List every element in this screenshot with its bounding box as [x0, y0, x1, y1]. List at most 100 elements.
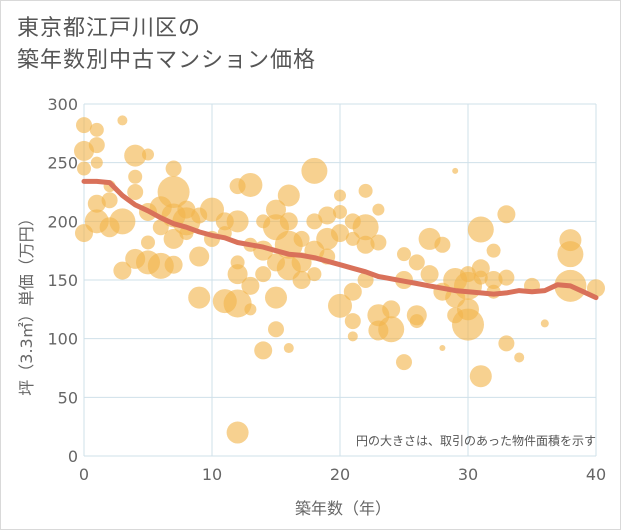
data-bubble: [540, 319, 549, 328]
data-bubble: [357, 272, 374, 288]
x-tick-label: 40: [586, 465, 606, 484]
data-bubble: [268, 321, 284, 338]
data-bubble: [157, 176, 190, 208]
data-bubble: [334, 189, 346, 202]
data-bubble: [188, 286, 211, 309]
data-bubble: [113, 261, 132, 280]
data-bubble: [117, 115, 128, 126]
data-bubble: [90, 156, 103, 169]
data-bubble: [452, 308, 484, 341]
data-bubble: [265, 286, 287, 309]
data-bubble: [241, 276, 260, 295]
data-bubble: [279, 212, 298, 231]
data-bubble: [467, 216, 494, 243]
y-axis-label: 坪（3.3㎡）単価（万円）: [17, 210, 36, 395]
data-bubble: [254, 341, 273, 360]
data-bubble: [101, 192, 118, 209]
x-tick-label: 20: [330, 465, 350, 484]
data-bubble: [333, 204, 347, 219]
data-bubble: [484, 271, 503, 289]
data-bubble: [498, 269, 515, 286]
bubble-layer: [74, 115, 605, 444]
data-bubble: [372, 203, 385, 216]
data-bubble: [378, 316, 405, 343]
data-bubble: [127, 184, 144, 200]
data-bubble: [514, 352, 525, 363]
data-bubble: [408, 254, 425, 271]
x-tick-label: 30: [458, 465, 478, 484]
data-bubble: [244, 303, 257, 316]
chart-title-line-2: 築年数別中古マンション価格: [17, 48, 317, 73]
data-bubble: [227, 264, 248, 285]
trend-line: [81, 178, 599, 301]
data-bubble: [142, 148, 154, 161]
data-bubble: [266, 199, 286, 220]
data-bubble: [77, 161, 91, 176]
data-bubble: [497, 205, 516, 224]
data-bubble: [88, 137, 105, 154]
data-bubble: [498, 335, 515, 352]
data-bubble: [226, 421, 249, 444]
data-bubble: [347, 331, 358, 342]
data-bubble: [397, 247, 411, 262]
data-bubble: [165, 160, 182, 177]
size-annotation: 円の大きさは、取引のあった物件面積を示す: [356, 433, 596, 448]
y-tick-label: 50: [58, 388, 78, 407]
data-bubble: [283, 343, 294, 354]
y-tick-label: 0: [68, 447, 78, 466]
data-bubble: [358, 183, 373, 198]
y-tick-label: 100: [47, 330, 78, 349]
data-bubble: [420, 265, 439, 284]
chart-title: 東京都江戸川区の 築年数別中古マンション価格: [17, 13, 316, 77]
data-bubble: [370, 234, 387, 251]
data-bubble: [587, 279, 605, 298]
data-bubble: [238, 172, 263, 197]
data-bubble: [277, 184, 300, 207]
data-bubble: [292, 271, 311, 289]
data-bubble: [109, 208, 136, 235]
data-bubble: [557, 241, 584, 268]
data-bubble: [382, 300, 401, 319]
data-bubble: [128, 169, 143, 184]
data-bubble: [344, 313, 361, 330]
data-bubble: [189, 246, 210, 267]
data-bubble: [331, 224, 349, 243]
data-bubble: [343, 282, 362, 301]
chart-title-line-1: 東京都江戸川区の: [17, 16, 202, 41]
y-tick-label: 250: [47, 154, 78, 173]
data-bubble: [293, 230, 310, 247]
data-bubble: [141, 235, 155, 250]
y-tick-label: 200: [47, 212, 78, 231]
data-bubble: [409, 314, 424, 329]
data-bubble: [307, 267, 322, 282]
data-bubble: [396, 354, 412, 371]
data-bubble: [439, 345, 446, 352]
data-bubble: [87, 194, 106, 213]
data-bubble: [434, 236, 451, 253]
data-bubble: [318, 206, 337, 225]
data-bubble: [76, 117, 92, 134]
data-bubble: [473, 270, 488, 285]
data-bubble: [226, 210, 249, 233]
x-axis-label: 築年数（年）: [295, 499, 391, 518]
y-tick-labels: 0 50 100 150 200 250 300: [47, 95, 78, 466]
y-tick-label: 300: [47, 95, 78, 114]
data-bubble: [255, 266, 272, 283]
x-tick-labels: 0 10 20 30 40: [79, 465, 606, 484]
data-bubble: [164, 255, 183, 274]
data-bubble: [301, 157, 328, 184]
data-bubble: [352, 214, 379, 241]
data-bubble: [124, 144, 147, 167]
data-bubble: [163, 228, 184, 249]
x-tick-label: 0: [79, 465, 89, 484]
data-bubble: [328, 293, 352, 318]
data-bubble: [452, 167, 459, 174]
y-tick-label: 150: [47, 271, 78, 290]
data-bubble: [356, 235, 375, 254]
x-tick-label: 10: [202, 465, 222, 484]
grid-lines: [83, 103, 597, 457]
data-bubble: [486, 243, 501, 258]
data-bubble: [469, 365, 492, 388]
